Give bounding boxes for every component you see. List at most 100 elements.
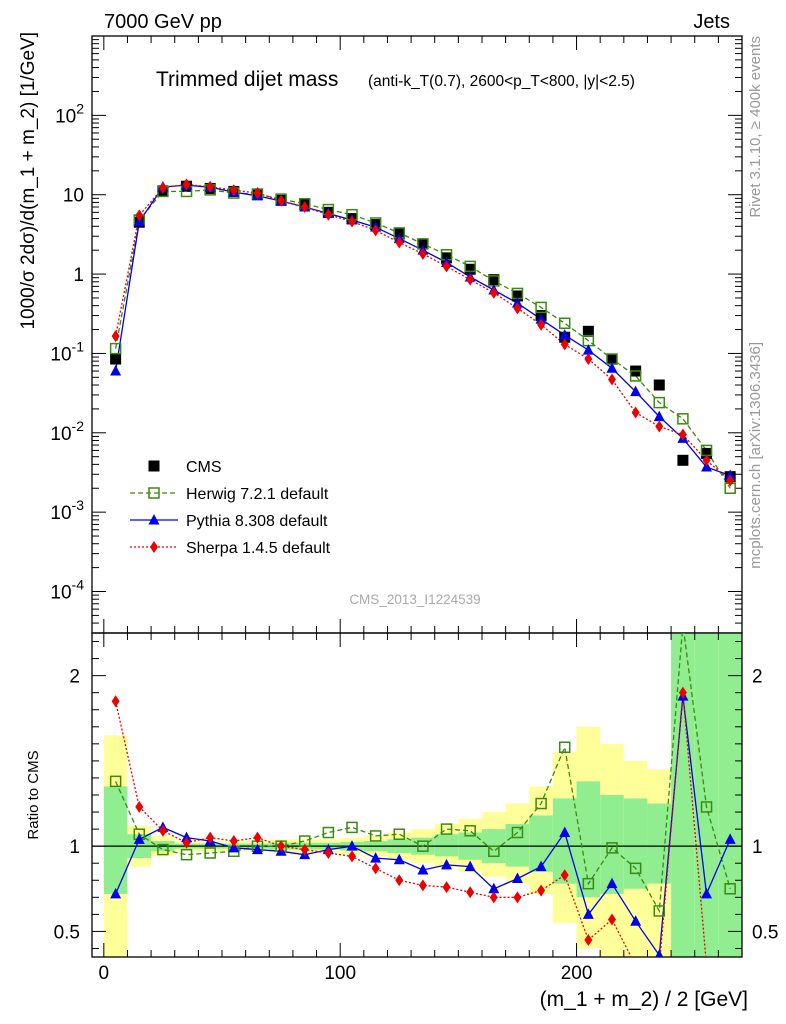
ratio-point bbox=[440, 823, 453, 835]
main-series-line bbox=[114, 189, 731, 489]
y-tick-label: 10-2 bbox=[50, 418, 84, 445]
main-point bbox=[560, 338, 569, 351]
ratio-point bbox=[180, 848, 193, 861]
main-point bbox=[630, 385, 642, 397]
main-point bbox=[111, 330, 120, 343]
main-point bbox=[110, 365, 122, 376]
legend-marker bbox=[148, 514, 160, 525]
ratio-point bbox=[442, 881, 451, 894]
ratio-point bbox=[655, 960, 663, 972]
ratio-point bbox=[701, 887, 713, 899]
ratio-point bbox=[632, 960, 640, 972]
ratio-point bbox=[535, 860, 547, 872]
main-point bbox=[535, 313, 547, 324]
ratio-band-inner bbox=[647, 803, 672, 884]
ratio-panel: Ratio to CMS (m_1 + m_2) / 2 [GeV] 0 100 2… bbox=[25, 632, 778, 1011]
ratio-band-inner bbox=[103, 786, 128, 894]
ratio-band-inner bbox=[694, 633, 719, 957]
main-title: Trimmed dijet mass bbox=[156, 68, 338, 91]
ratio-point bbox=[608, 913, 616, 926]
ratio-y-axis-label: Ratio to CMS bbox=[25, 750, 42, 839]
y-tick-label: 10 bbox=[63, 186, 84, 207]
main-point bbox=[348, 215, 356, 228]
legend-label: Sherpa 1.4.5 default bbox=[186, 540, 331, 557]
main-point bbox=[135, 209, 144, 222]
legend-marker bbox=[150, 541, 158, 553]
ratio-point bbox=[369, 830, 382, 842]
ratio-point bbox=[606, 877, 618, 889]
ratio-point bbox=[206, 831, 215, 844]
main-point bbox=[324, 208, 333, 221]
main-point bbox=[702, 454, 711, 467]
main-point bbox=[582, 344, 594, 355]
main-point bbox=[488, 274, 500, 286]
main-series-line bbox=[114, 184, 731, 477]
legend-marker bbox=[148, 487, 160, 499]
main-point bbox=[678, 428, 687, 441]
ratio-point bbox=[511, 872, 523, 884]
y-tick-label: 10-4 bbox=[50, 577, 84, 604]
ratio-band-inner bbox=[623, 798, 648, 889]
main-point bbox=[229, 184, 238, 197]
y-tick-label: 10-3 bbox=[50, 497, 84, 524]
main-point bbox=[653, 410, 665, 422]
ratio-point bbox=[488, 882, 500, 894]
mcplots-label: mcplots.cern.ch [arXiv:1306.3436] bbox=[747, 342, 764, 569]
main-point bbox=[677, 413, 689, 425]
header-right-label: Jets bbox=[693, 11, 730, 33]
ratio-y-tick-label-right: 2 bbox=[752, 667, 763, 688]
ratio-point bbox=[324, 846, 333, 859]
ratio-point bbox=[537, 884, 546, 897]
ratio-point bbox=[253, 831, 262, 844]
legend-label: CMS bbox=[186, 459, 222, 476]
main-point bbox=[182, 178, 191, 191]
y-tick-label: 102 bbox=[55, 100, 84, 127]
ratio-band-inner bbox=[505, 823, 530, 867]
ratio-point bbox=[277, 840, 286, 853]
y-tick-label: 1 bbox=[73, 265, 84, 286]
ratio-point bbox=[466, 886, 475, 899]
ratio-band-inner bbox=[434, 834, 459, 857]
ratio-point bbox=[135, 800, 144, 813]
ratio-point bbox=[417, 840, 429, 852]
ratio-point bbox=[417, 864, 429, 875]
main-point bbox=[558, 317, 571, 330]
watermark: CMS_2013_I1224539 bbox=[349, 592, 480, 607]
ratio-point bbox=[346, 840, 358, 851]
ratio-band-inner bbox=[718, 633, 742, 957]
ratio-point bbox=[703, 960, 711, 972]
ratio-y-tick-label-left: 1 bbox=[69, 837, 80, 858]
x-axis-label: (m_1 + m_2) / 2 [GeV] bbox=[540, 988, 748, 1011]
ratio-point bbox=[511, 826, 524, 839]
main-point bbox=[559, 329, 571, 340]
ratio-point bbox=[560, 869, 569, 882]
ratio-point bbox=[489, 891, 498, 904]
legend-marker bbox=[148, 460, 160, 472]
ratio-point bbox=[204, 847, 216, 859]
main-point bbox=[629, 370, 642, 382]
main-point bbox=[253, 187, 262, 200]
main-point bbox=[442, 260, 451, 273]
ratio-point bbox=[558, 741, 571, 754]
main-series-line bbox=[114, 183, 731, 482]
ratio-point bbox=[348, 850, 356, 863]
ratio-point bbox=[488, 845, 500, 858]
ratio-point bbox=[251, 843, 263, 855]
ratio-point bbox=[726, 960, 734, 972]
ratio-point bbox=[724, 883, 736, 895]
ratio-point bbox=[393, 853, 405, 865]
main-point bbox=[300, 201, 309, 214]
x-tick-label: 100 bbox=[324, 963, 356, 984]
main-point bbox=[535, 301, 547, 314]
main-point bbox=[511, 290, 523, 302]
ratio-y-tick-label-left: 2 bbox=[69, 667, 80, 688]
ratio-point bbox=[441, 858, 453, 870]
legend-label: Pythia 8.308 default bbox=[186, 513, 328, 530]
ratio-point bbox=[158, 824, 167, 837]
ratio-point bbox=[109, 775, 122, 788]
ratio-point bbox=[229, 835, 238, 848]
ratio-band-inner bbox=[576, 781, 601, 898]
ratio-point bbox=[371, 862, 380, 875]
ratio-point bbox=[370, 852, 382, 863]
